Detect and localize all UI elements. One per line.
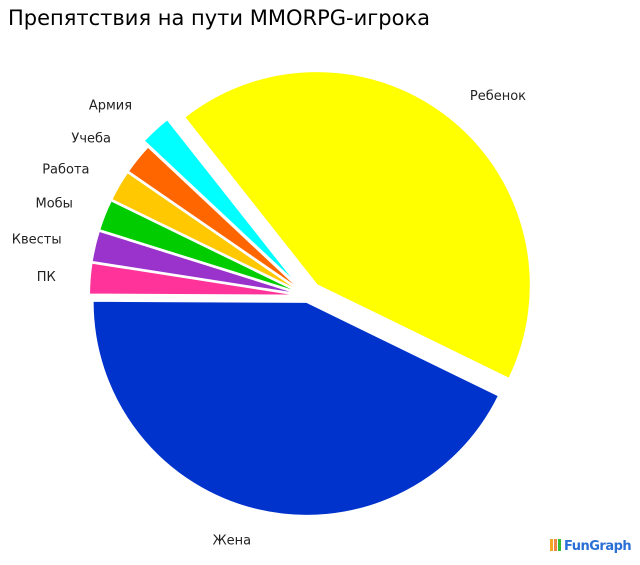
pie-slice-0 [182,70,532,381]
slice-label: Квесты [12,232,62,247]
fungraph-logo: FunGraph [550,539,632,554]
slice-label: ПК [37,270,56,285]
chart-title: Препятствия на пути MMORPG-игрока [8,6,431,30]
logo-text: FunGraph [564,539,632,554]
pie-slice-7 [91,299,501,517]
pie-slice-1 [142,117,301,288]
logo-bars-icon [550,539,562,551]
slice-label: Жена [213,533,251,548]
slice-label: Мобы [35,196,72,211]
slice-label: Ребенок [470,89,526,104]
slice-label: Работа [42,162,89,177]
slice-label: Армия [89,99,132,114]
pie-slice-6 [88,261,304,297]
slice-label: Учеба [71,131,111,146]
